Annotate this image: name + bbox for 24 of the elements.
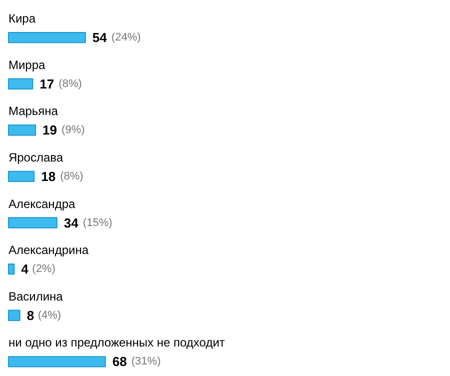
bar: [8, 310, 20, 321]
bar: [8, 78, 34, 90]
data-label: 34 (15%): [64, 215, 112, 230]
y-tick-label: Марьяна: [8, 104, 58, 118]
bar: [8, 124, 36, 136]
y-tick-label: ни одно из предложенных не подходит: [8, 336, 226, 350]
bar: [8, 32, 86, 44]
bar: [8, 170, 35, 182]
data-label: 17 (8%): [40, 76, 82, 92]
y-tick-label: Мирра: [8, 58, 46, 72]
data-label: 68 (31%): [112, 354, 161, 370]
data-label: 4 (2%): [21, 262, 56, 277]
data-label: 19 (9%): [42, 122, 85, 138]
y-tick-label: Александрина: [8, 243, 89, 258]
y-tick-label: Ярослава: [8, 150, 64, 164]
bar: [8, 356, 106, 368]
y-tick-label: Александра: [8, 196, 76, 211]
data-label: 8 (4%): [26, 308, 62, 323]
y-tick-label: Василина: [8, 289, 64, 304]
bar: [8, 263, 15, 275]
y-tick-label: Кира: [8, 12, 36, 26]
data-label: 18 (8%): [41, 168, 84, 184]
bar: [8, 217, 58, 228]
data-label: 54 (24%): [92, 30, 141, 46]
